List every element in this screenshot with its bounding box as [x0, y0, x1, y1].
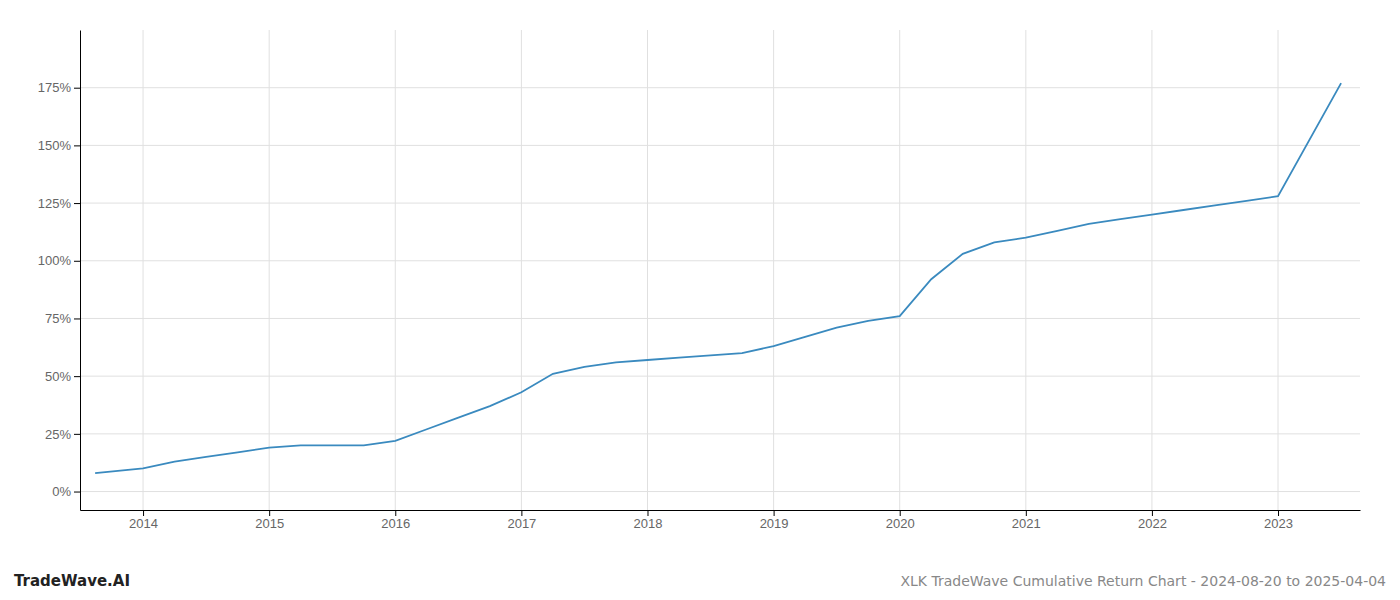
- grid-line: [1151, 30, 1152, 510]
- x-tick-label: 2014: [129, 516, 158, 531]
- x-tick: 2023: [1264, 510, 1293, 531]
- x-tick: 2022: [1138, 510, 1167, 531]
- x-tick-label: 2019: [760, 516, 789, 531]
- y-tick: 0%: [52, 484, 80, 499]
- y-axis-line: [80, 31, 81, 511]
- y-tick-mark: [74, 203, 80, 204]
- grid-line: [80, 433, 1360, 434]
- grid-line: [80, 145, 1360, 146]
- y-tick-label: 25%: [45, 427, 71, 442]
- x-tick-mark: [143, 510, 144, 516]
- y-tick-label: 175%: [38, 80, 72, 95]
- y-tick: 100%: [38, 253, 80, 268]
- y-tick-label: 50%: [45, 369, 71, 384]
- y-tick-mark: [74, 492, 80, 493]
- grid-line: [80, 260, 1360, 261]
- y-tick-mark: [74, 434, 80, 435]
- x-tick-label: 2018: [634, 516, 663, 531]
- x-tick-mark: [521, 510, 522, 516]
- title: XLK TradeWave Cumulative Return Chart - …: [900, 573, 1386, 589]
- x-tick: 2016: [381, 510, 410, 531]
- y-tick-mark: [74, 88, 80, 89]
- x-tick: 2019: [760, 510, 789, 531]
- x-tick-label: 2023: [1264, 516, 1293, 531]
- y-tick-mark: [74, 318, 80, 319]
- marks: [95, 83, 1341, 473]
- y-tick: 125%: [38, 196, 80, 211]
- grid-line: [80, 318, 1360, 319]
- grid-line: [521, 30, 522, 510]
- x-tick-label: 2020: [886, 516, 915, 531]
- grid: [80, 30, 1360, 510]
- y-tick-label: 100%: [38, 253, 72, 268]
- y-tick-mark: [74, 261, 80, 262]
- grid-line: [143, 30, 144, 510]
- grid-line: [899, 30, 900, 510]
- x-tick-mark: [647, 510, 648, 516]
- y-axis: 0% 25% 50% 75% 100% 125% 150% 175%: [38, 31, 81, 511]
- x-axis: 2014 2015 2016 2017 2018 2019 2020 2021 2022 2023: [81, 510, 1361, 531]
- y-tick-mark: [74, 145, 80, 146]
- y-tick: 50%: [45, 369, 80, 384]
- y-tick: 150%: [38, 138, 80, 153]
- x-tick-mark: [900, 510, 901, 516]
- x-tick: 2015: [255, 510, 284, 531]
- x-tick: 2018: [634, 510, 663, 531]
- x-tick-label: 2021: [1012, 516, 1041, 531]
- y-tick-label: 125%: [38, 196, 72, 211]
- grid-line: [647, 30, 648, 510]
- x-tick: 2021: [1012, 510, 1041, 531]
- x-tick: 2014: [129, 510, 158, 531]
- grid-line: [1025, 30, 1026, 510]
- x-tick: 2017: [507, 510, 536, 531]
- x-tick-mark: [1278, 510, 1279, 516]
- x-tick: 2020: [886, 510, 915, 531]
- x-tick-mark: [269, 510, 270, 516]
- y-tick: 175%: [38, 80, 80, 95]
- grid-line: [80, 491, 1360, 492]
- x-tick-mark: [395, 510, 396, 516]
- grid-line: [80, 376, 1360, 377]
- y-tick: 75%: [45, 311, 80, 326]
- plot: 2014 2015 2016 2017 2018 2019 2020 2021 2022 2023…: [38, 30, 1361, 531]
- grid-line: [395, 30, 396, 510]
- grid-line: [80, 87, 1360, 88]
- grid-line: [80, 203, 1360, 204]
- x-tick-label: 2017: [507, 516, 536, 531]
- grid-line: [773, 30, 774, 510]
- grid-line: [1278, 30, 1279, 510]
- x-tick-label: 2022: [1138, 516, 1167, 531]
- x-tick-mark: [1026, 510, 1027, 516]
- chart: 2014 2015 2016 2017 2018 2019 2020 2021 2022 2023…: [0, 0, 1400, 600]
- x-tick-label: 2015: [255, 516, 284, 531]
- line: [95, 83, 1341, 473]
- y-tick-mark: [74, 376, 80, 377]
- y-tick: 25%: [45, 427, 80, 442]
- watermark: TradeWave.AI: [14, 572, 130, 590]
- y-tick-label: 150%: [38, 138, 72, 153]
- y-tick-label: 0%: [52, 484, 71, 499]
- y-tick-label: 75%: [45, 311, 71, 326]
- x-tick-mark: [774, 510, 775, 516]
- x-tick-label: 2016: [381, 516, 410, 531]
- grid-line: [269, 30, 270, 510]
- x-axis-line: [81, 510, 1361, 511]
- x-tick-mark: [1152, 510, 1153, 516]
